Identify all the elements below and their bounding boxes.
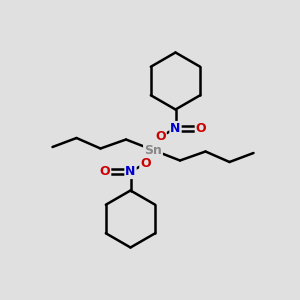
Text: O: O [155,130,166,143]
Text: Sn: Sn [144,143,162,157]
Text: N: N [170,122,181,135]
Text: O: O [140,157,151,170]
Text: O: O [100,165,110,178]
Text: N: N [125,165,136,178]
Text: O: O [196,122,206,135]
